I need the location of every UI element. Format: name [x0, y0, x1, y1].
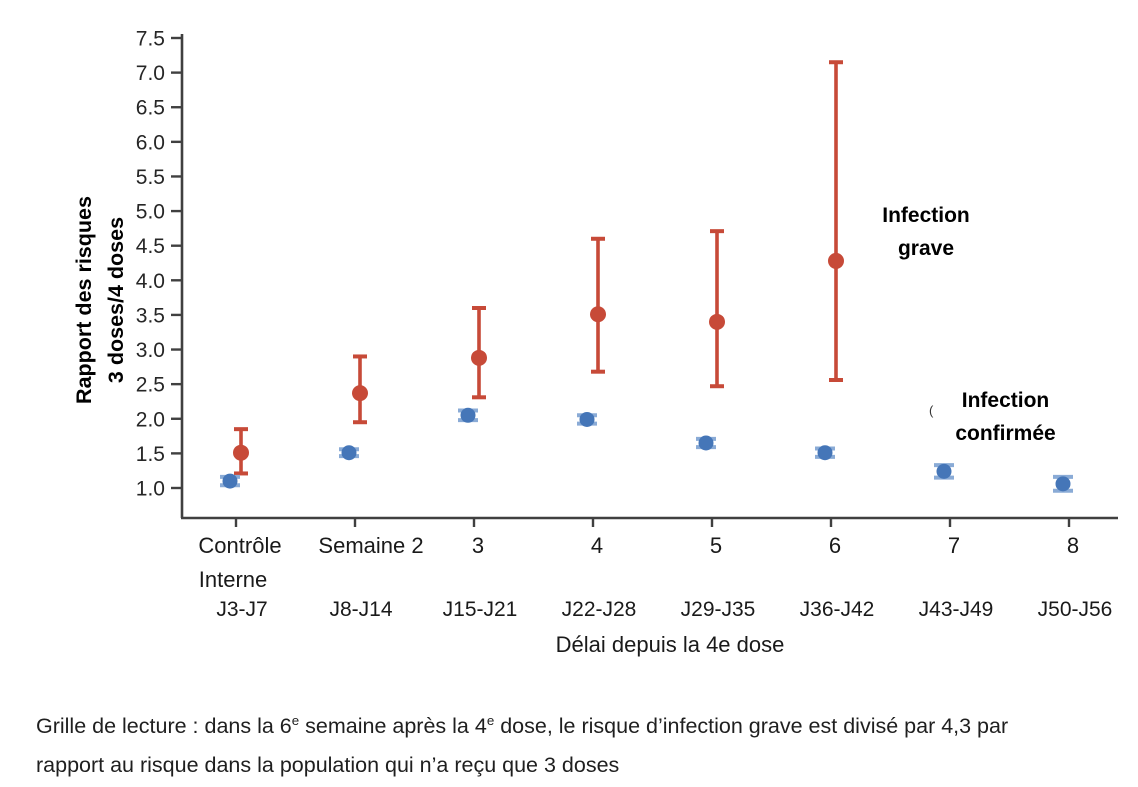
y-tick-label: 5.5 [136, 166, 165, 189]
y-tick-label: 2.0 [136, 408, 165, 431]
category-days-label: J50-J56 [1038, 598, 1113, 621]
data-point-infection-confirmee [936, 463, 952, 479]
y-tick-label: 3.5 [136, 304, 165, 327]
y-tick-label: 2.5 [136, 374, 165, 397]
data-point-infection-confirmee [341, 445, 357, 461]
legend-infection-grave-line2: grave [897, 237, 955, 260]
reading-guide-caption: Grille de lecture : dans la 6e semaine a… [36, 701, 1008, 785]
legend-infection-confirmee: Infection confirmée [918, 384, 1093, 450]
y-axis-label: Rapport des risques 3 doses/4 doses [68, 165, 132, 435]
data-point-infection-grave [590, 306, 606, 323]
risk-ratio-chart: 1.0 1.5 2.0 2.5 3.0 3.5 4.0 4.5 5.0 5.5 6.0 6.5 7.0 7… [136, 28, 1118, 621]
category-days-label: J8-J14 [329, 598, 392, 621]
y-tick-label: 4.5 [136, 235, 165, 258]
y-tick-label: 6.5 [136, 97, 165, 120]
category-week-label: 4 [591, 533, 603, 558]
legend-infection-grave-line1: Infection [882, 204, 970, 227]
y-tick-label: 4.0 [136, 270, 165, 293]
y-tick-label: 5.0 [136, 201, 165, 224]
legend-infection-confirmee-line2: confirmée [955, 422, 1056, 445]
category-days-label: J36-J42 [800, 598, 875, 621]
data-point-infection-grave [709, 313, 725, 330]
data-point-infection-confirmee [1055, 476, 1071, 492]
data-point-infection-confirmee [579, 411, 595, 427]
data-point-infection-grave [471, 349, 487, 366]
category-week-label: 7 [948, 533, 960, 558]
category-days-label: J43-J49 [919, 598, 994, 621]
data-point-infection-confirmee [460, 407, 476, 423]
y-tick-label: 1.0 [136, 477, 165, 500]
data-point-infection-grave [352, 385, 368, 402]
caption-line1: Grille de lecture : dans la 6e semaine a… [36, 713, 1009, 739]
y-tick-label: 6.0 [136, 131, 165, 154]
category-week-label: 5 [710, 533, 722, 558]
category-week-label-line2: Interne [199, 567, 268, 592]
y-tick-label: 7.5 [136, 28, 165, 51]
y-axis-label-line1: Rapport des risques [72, 196, 96, 404]
data-point-infection-grave [828, 252, 844, 269]
category-week-label: 8 [1067, 533, 1079, 558]
category-days-label: J15-J21 [443, 598, 518, 621]
legend-infection-grave: Infection grave [846, 199, 1006, 265]
category-days-label: J29-J35 [681, 598, 756, 621]
y-axis-label-line2: 3 doses/4 doses [104, 216, 128, 384]
y-tick-label: 3.0 [136, 339, 165, 362]
category-week-label: Semaine 2 [318, 533, 423, 558]
category-week-label: 6 [829, 533, 841, 558]
y-tick-label: 7.0 [136, 62, 165, 85]
category-week-label: Contrôle [198, 533, 281, 558]
data-point-infection-confirmee [817, 445, 833, 461]
data-point-infection-grave [233, 444, 249, 461]
caption-line2: rapport au risque dans la population qui… [36, 753, 620, 778]
category-week-label: 3 [472, 533, 484, 558]
y-tick-label: 1.5 [136, 443, 165, 466]
data-point-infection-confirmee [698, 435, 714, 451]
data-point-infection-confirmee [222, 473, 238, 489]
category-days-label: J22-J28 [562, 598, 637, 621]
x-axis-title: Délai depuis la 4e dose [555, 632, 785, 657]
stray-mark: ( [929, 403, 934, 418]
legend-infection-confirmee-line1: Infection [961, 389, 1050, 412]
category-days-label: J3-J7 [216, 598, 267, 621]
